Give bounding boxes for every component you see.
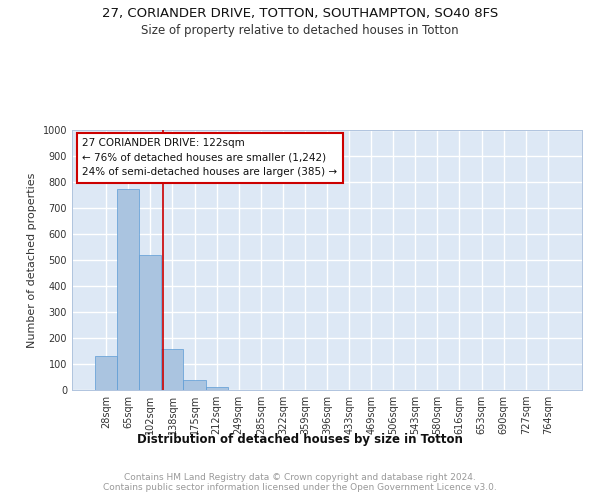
Bar	[161, 349, 184, 390]
Text: Contains HM Land Registry data © Crown copyright and database right 2024.
Contai: Contains HM Land Registry data © Crown c…	[103, 472, 497, 492]
Bar	[95, 356, 117, 390]
Y-axis label: Number of detached properties: Number of detached properties	[27, 172, 37, 348]
Bar	[206, 386, 227, 390]
Text: 27, CORIANDER DRIVE, TOTTON, SOUTHAMPTON, SO40 8FS: 27, CORIANDER DRIVE, TOTTON, SOUTHAMPTON…	[102, 8, 498, 20]
Text: Distribution of detached houses by size in Totton: Distribution of detached houses by size …	[137, 432, 463, 446]
Bar	[184, 380, 206, 390]
Text: 27 CORIANDER DRIVE: 122sqm
← 76% of detached houses are smaller (1,242)
24% of s: 27 CORIANDER DRIVE: 122sqm ← 76% of deta…	[82, 138, 337, 177]
Text: Size of property relative to detached houses in Totton: Size of property relative to detached ho…	[141, 24, 459, 37]
Bar	[117, 188, 139, 390]
Bar	[139, 255, 161, 390]
